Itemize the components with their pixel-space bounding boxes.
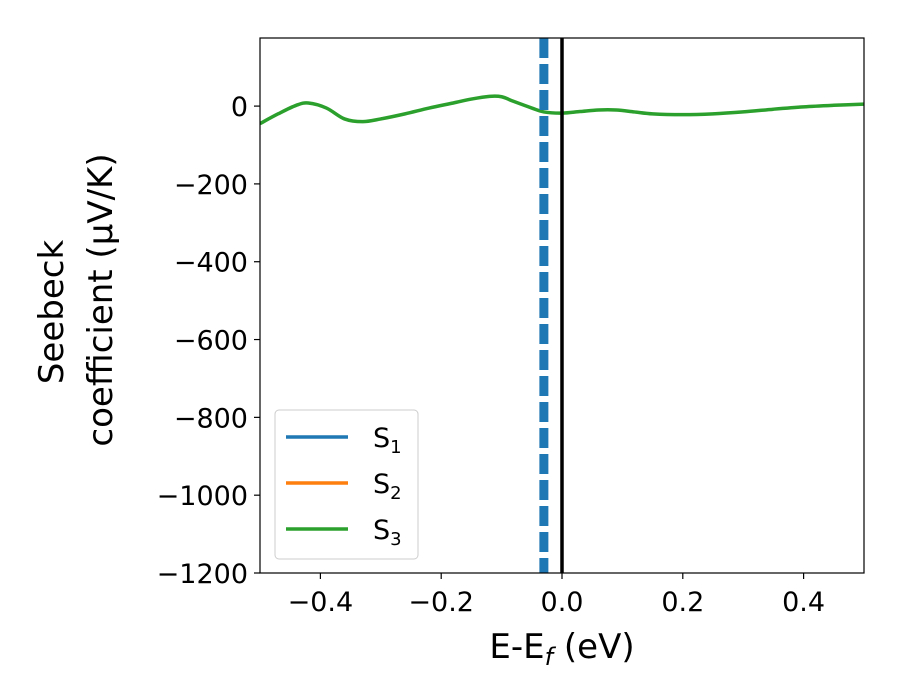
y-tick-label: 0 [231,92,248,123]
series-line-s3 [260,94,864,126]
y-tick-label: −200 [174,170,248,201]
y-axis-ticks: 0 −200 −400 −600 −800 −1000 −1200 [157,92,260,590]
legend-label-s3: S3 [373,515,402,550]
x-axis-title: E-Ef (eV) [489,627,634,671]
x-tick-label: −0.4 [288,587,354,618]
y-tick-label: −400 [174,248,248,279]
legend-label-s1: S1 [373,423,402,458]
y-tick-label: −1200 [157,559,248,590]
y-axis-title-line-1: Seebeck [32,240,72,385]
legend-label-s2: S2 [373,469,402,504]
x-tick-label: −0.2 [408,587,474,618]
x-tick-label: 0.2 [661,587,704,618]
y-tick-label: −800 [174,403,248,434]
x-axis-ticks: −0.4 −0.2 0.0 0.2 0.4 [288,573,825,618]
y-tick-label: −600 [174,326,248,357]
y-tick-label: −1000 [157,481,248,512]
x-axis-title-unit: (eV) [553,627,635,667]
series-layer [260,94,864,126]
x-tick-label: 0.0 [541,587,584,618]
y-axis-title: Seebeck coefficient (μV/K) [32,153,121,446]
x-tick-label: 0.4 [782,587,825,618]
y-axis-title-line-2: coefficient (μV/K) [81,153,121,446]
vline-layer [539,38,564,573]
legend: S1 S2 S3 [274,409,419,560]
